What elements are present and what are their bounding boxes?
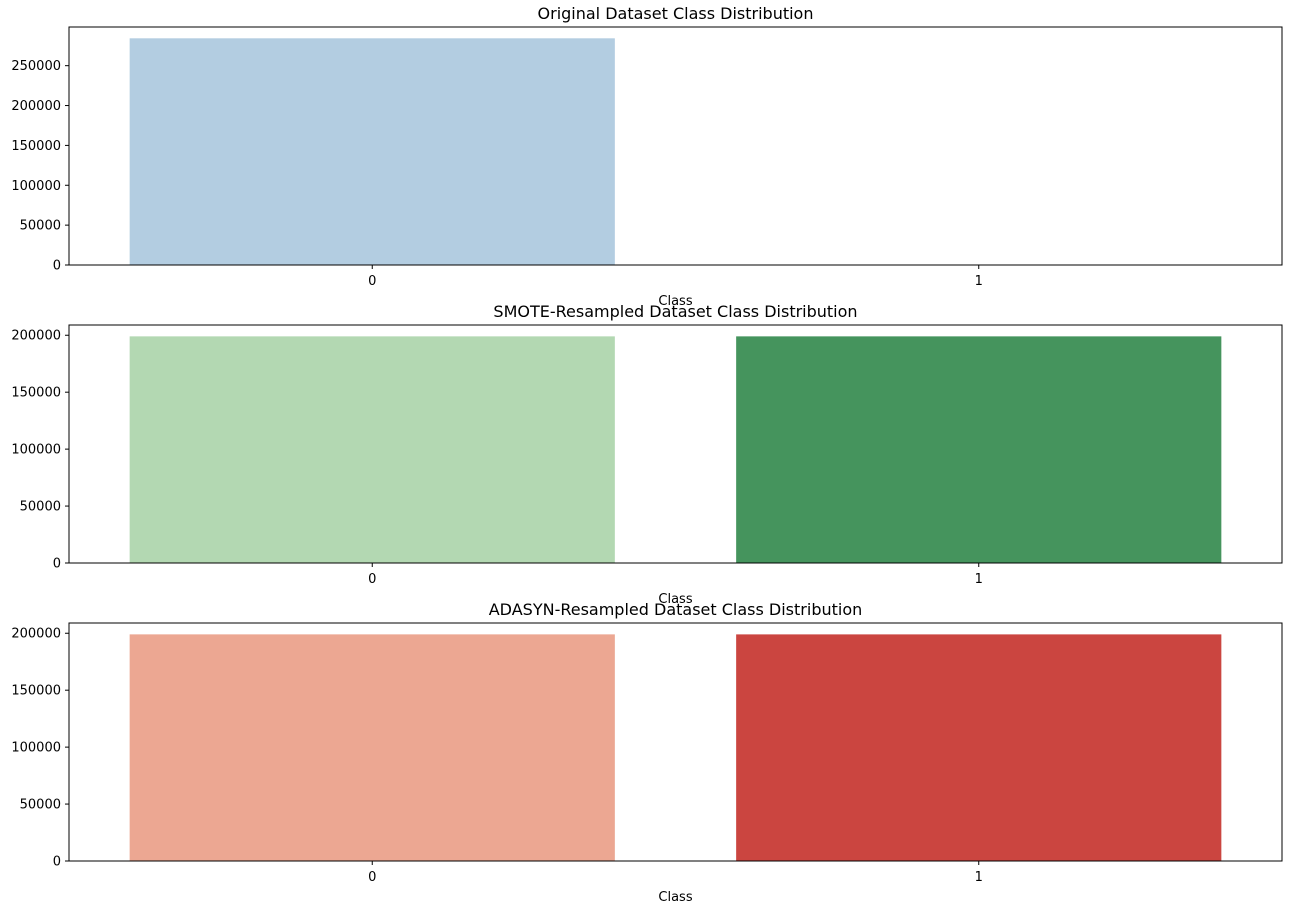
plot-frame — [68, 324, 1283, 564]
chart-panel-2: 0 50000 100000 150000 200000 0 1 Class SMOTE-Res… — [11, 302, 1283, 607]
chart-panel-3: 0 50000 100000 150000 200000 0 1 Class ADASYN-Re… — [11, 600, 1283, 905]
x-tick-label: 0 — [368, 870, 376, 885]
x-tick-label: 1 — [975, 870, 983, 885]
y-tick-label: 200000 — [11, 627, 61, 642]
y-tick-label: 200000 — [11, 99, 61, 114]
y-tick-label: 0 — [53, 259, 61, 274]
bar-class-0 — [129, 336, 615, 563]
y-tick-label: 50000 — [20, 219, 61, 234]
x-axis-label: Class — [658, 294, 692, 309]
chart-title: ADASYN-Resampled Dataset Class Distribut… — [489, 600, 863, 619]
bar-class-1 — [736, 634, 1222, 861]
x-tick-label: 0 — [368, 274, 376, 289]
y-tick-label: 100000 — [11, 179, 61, 194]
plot-frame — [68, 622, 1283, 862]
chart-title: SMOTE-Resampled Dataset Class Distributi… — [493, 302, 857, 321]
bar-class-0 — [129, 634, 615, 861]
x-tick-label: 0 — [368, 572, 376, 587]
y-tick-label: 150000 — [11, 139, 61, 154]
y-tick-label: 250000 — [11, 59, 61, 74]
chart-title: Original Dataset Class Distribution — [538, 4, 814, 23]
y-tick-label: 50000 — [20, 500, 61, 515]
y-tick-label: 150000 — [11, 684, 61, 699]
y-tick-label: 50000 — [20, 798, 61, 813]
y-tick-label: 150000 — [11, 386, 61, 401]
y-tick-label: 100000 — [11, 443, 61, 458]
plot-frame — [68, 26, 1283, 266]
y-tick-label: 200000 — [11, 329, 61, 344]
x-tick-label: 1 — [975, 572, 983, 587]
bar-class-0 — [129, 38, 615, 265]
y-tick-label: 0 — [53, 855, 61, 870]
bar-class-1 — [736, 336, 1222, 563]
x-axis-label: Class — [658, 890, 692, 905]
y-tick-label: 0 — [53, 557, 61, 572]
x-axis-label: Class — [658, 592, 692, 607]
y-tick-label: 100000 — [11, 741, 61, 756]
chart-panel-1: 0 50000 100000 150000 200000 250000 0 1 Class Ori… — [11, 4, 1283, 309]
x-tick-label: 1 — [975, 274, 983, 289]
